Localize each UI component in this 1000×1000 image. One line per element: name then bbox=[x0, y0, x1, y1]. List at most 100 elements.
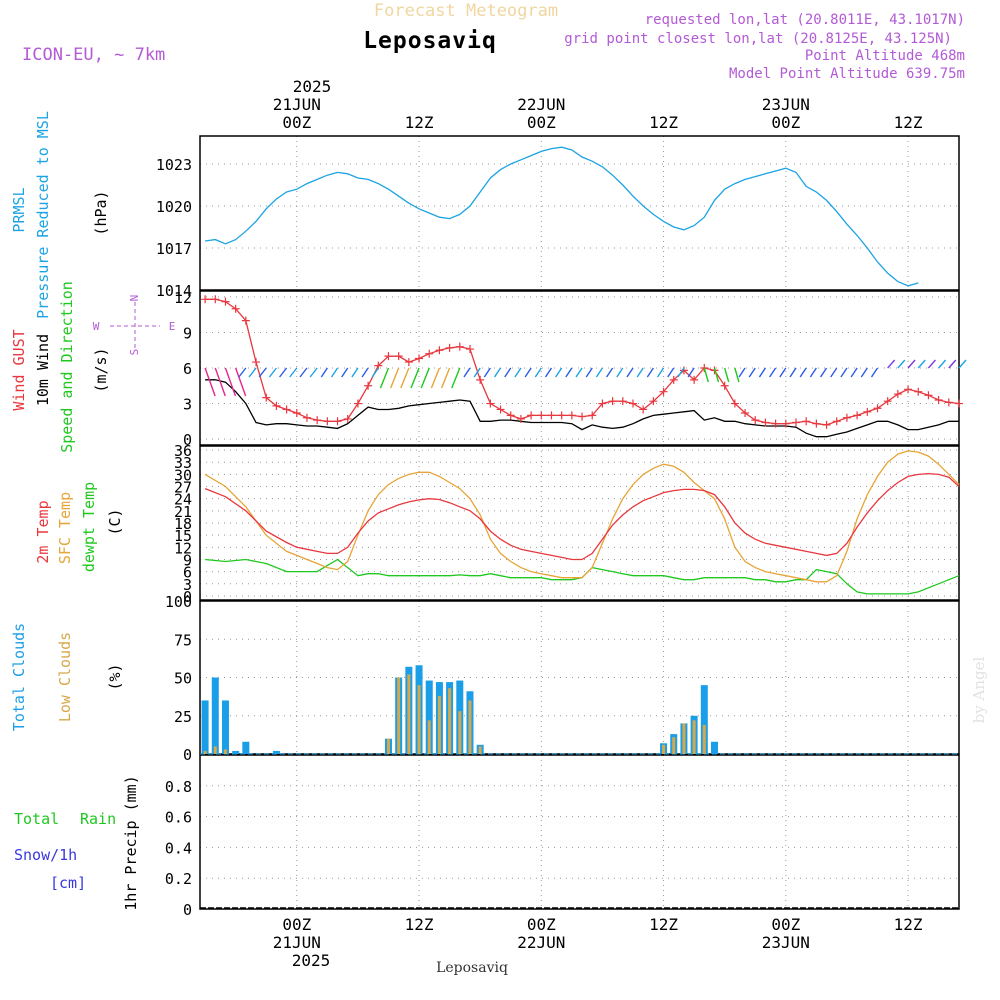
wind-arrow bbox=[555, 367, 563, 378]
low-cloud-bar bbox=[458, 711, 462, 754]
wind-arrow bbox=[734, 367, 740, 383]
wind-arrow bbox=[504, 367, 512, 378]
ytick-label: 6 bbox=[183, 360, 192, 378]
wind-arrow bbox=[575, 367, 583, 378]
gust-marker bbox=[496, 405, 505, 414]
wind-arrow bbox=[524, 367, 532, 378]
gust-marker bbox=[904, 385, 913, 394]
gust-marker bbox=[435, 346, 444, 355]
ytick-label: 0.8 bbox=[165, 778, 192, 796]
ytick-label: 1023 bbox=[156, 156, 192, 174]
wind-arrow bbox=[309, 367, 318, 378]
wind-arrow bbox=[616, 367, 624, 378]
cm-label: [cm] bbox=[50, 874, 86, 892]
bottom-hour-label: 00Z bbox=[527, 915, 556, 934]
gust-marker bbox=[272, 401, 281, 410]
low-cloud-bar bbox=[682, 723, 686, 754]
gust-marker bbox=[201, 295, 210, 304]
gust-marker bbox=[781, 419, 790, 428]
wind-arrow bbox=[840, 367, 848, 378]
ytick-label: 18 bbox=[174, 515, 192, 533]
wind-arrow bbox=[738, 367, 746, 378]
wind-arrow bbox=[850, 367, 858, 378]
wind-arrow bbox=[769, 367, 777, 378]
gust-marker bbox=[628, 399, 637, 408]
ytick-label: 33 bbox=[174, 454, 192, 472]
panel-frame bbox=[199, 290, 960, 446]
low-cloud-bar bbox=[203, 750, 207, 754]
gust-marker bbox=[343, 414, 352, 423]
gust-marker bbox=[791, 418, 800, 427]
temp2m-label: 2m Temp bbox=[34, 500, 52, 563]
compass-w: W bbox=[93, 320, 100, 333]
panel-frame bbox=[199, 445, 960, 601]
snow-label: Snow/1h bbox=[14, 846, 77, 864]
ytick-label: 75 bbox=[174, 631, 192, 649]
bottom-year: 2025 bbox=[292, 951, 331, 970]
ytick-label: 24 bbox=[174, 491, 192, 509]
gust-marker bbox=[771, 419, 780, 428]
low-cloud-bar bbox=[417, 685, 421, 754]
wind-arrow bbox=[379, 367, 390, 389]
gust-marker bbox=[761, 418, 770, 427]
gust-marker bbox=[639, 405, 648, 414]
hpa-label: (hPa) bbox=[92, 190, 110, 235]
gust-marker bbox=[516, 414, 525, 423]
gust-marker bbox=[292, 409, 301, 418]
low-cloud-bar bbox=[407, 674, 411, 754]
wind-arrow bbox=[779, 367, 787, 378]
location-title: Leposaviq bbox=[363, 28, 497, 54]
bottom-hour-label: 12Z bbox=[894, 915, 923, 934]
gust-marker bbox=[537, 411, 546, 420]
wind-arrow bbox=[248, 367, 257, 378]
panel-frame bbox=[199, 754, 960, 910]
subtitle: Forecast Meteogram bbox=[374, 1, 558, 21]
gust-marker bbox=[955, 399, 963, 408]
wind-arrow bbox=[667, 367, 675, 378]
ytick-label: 9 bbox=[183, 324, 192, 342]
wind-arrow bbox=[400, 367, 410, 389]
wind-arrow bbox=[748, 367, 756, 378]
ytick-label: 30 bbox=[174, 466, 192, 484]
ytick-label: 1020 bbox=[156, 198, 192, 216]
wind-arrow bbox=[214, 367, 226, 397]
top-date-label: 21JUN bbox=[273, 95, 321, 114]
gust-marker bbox=[679, 366, 688, 375]
top-year: 2025 bbox=[293, 77, 332, 96]
wind-arrow bbox=[948, 359, 957, 369]
wind-arrow bbox=[514, 367, 522, 378]
wind-arrow bbox=[341, 367, 349, 378]
top-hour-label: 00Z bbox=[527, 113, 556, 132]
low-cloud-bar bbox=[672, 737, 676, 754]
gust-marker bbox=[455, 342, 464, 351]
dewpt-label: dewpt Temp bbox=[80, 482, 98, 572]
ytick-label: 12 bbox=[174, 539, 192, 557]
total-cloud-bar bbox=[201, 700, 209, 754]
ytick-label: 12 bbox=[174, 289, 192, 307]
watermark: by Angel bbox=[970, 656, 988, 723]
bottom-date-label: 22JUN bbox=[517, 933, 565, 952]
compass-n: N bbox=[128, 295, 141, 302]
point-altitude: Point Altitude 468m bbox=[805, 48, 965, 64]
top-date-label: 23JUN bbox=[762, 95, 810, 114]
wind-arrow bbox=[463, 367, 471, 378]
low-cloud-bar bbox=[448, 688, 452, 754]
wind-arrow bbox=[371, 367, 379, 378]
top-hour-label: 12Z bbox=[894, 113, 923, 132]
total-cloud-bar bbox=[232, 750, 240, 754]
wind-arrow bbox=[958, 359, 967, 369]
wind-arrow bbox=[544, 367, 553, 378]
wind-arrow bbox=[299, 367, 308, 378]
wind-arrow bbox=[927, 359, 936, 369]
total-cloud-bar bbox=[211, 677, 219, 754]
wind-arrow bbox=[809, 367, 817, 378]
gust-marker bbox=[618, 397, 627, 406]
gust-marker bbox=[282, 405, 291, 414]
model-altitude: Model Point Altitude 639.75m bbox=[729, 66, 965, 82]
total-cloud-bar bbox=[700, 685, 708, 754]
dewpt-line bbox=[205, 558, 960, 595]
gust-marker bbox=[333, 417, 342, 426]
